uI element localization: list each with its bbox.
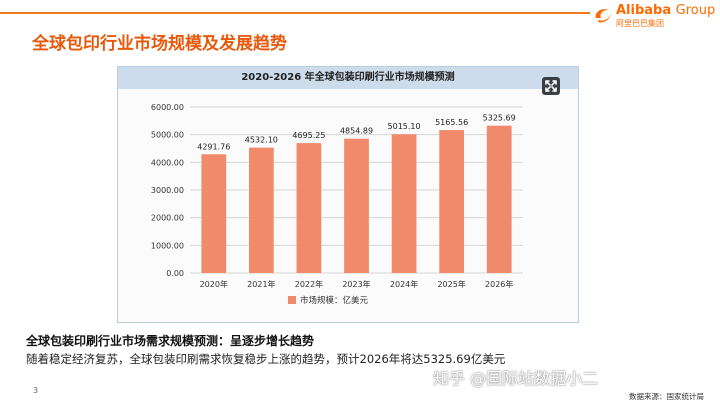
data-label: 4854.89: [340, 127, 373, 136]
y-tick-label: 2000.00: [151, 214, 184, 223]
x-tick-label: 2024年: [390, 279, 418, 289]
data-label: 4291.76: [197, 142, 230, 151]
bar: [344, 138, 369, 273]
bar: [391, 134, 417, 273]
page-title: 全球包印行业市场规模及发展趋势: [32, 34, 287, 54]
x-tick-label: 2025年: [437, 279, 465, 289]
data-label: 4532.10: [245, 136, 278, 145]
data-label: 4695.25: [292, 131, 325, 140]
x-tick-label: 2021年: [247, 279, 275, 289]
x-tick-label: 2022年: [295, 279, 323, 289]
y-tick-label: 5000.00: [151, 131, 184, 140]
page-number: 3: [33, 386, 39, 395]
y-tick-label: 1000.00: [151, 241, 184, 250]
alibaba-logo: Alibaba Group 阿里巴巴集团: [592, 2, 715, 32]
watermark: 知乎 @国际站数据小二: [433, 369, 599, 388]
legend-label: 市场规模：亿美元: [300, 295, 369, 306]
y-tick-label: 0.00: [166, 269, 184, 278]
bar: [486, 125, 512, 273]
caption-body: 随着稳定经济复苏，全球包装印刷需求恢复稳步上涨的趋势，预计2026年将达5325…: [26, 352, 506, 366]
data-label: 5325.69: [483, 114, 516, 123]
alibaba-logo-icon: [595, 9, 611, 23]
chart-title: 2020-2026 年全球包装印刷行业市场规模预测: [118, 67, 578, 89]
y-tick-label: 4000.00: [151, 158, 184, 167]
x-tick-label: 2026年: [485, 279, 513, 289]
bar: [248, 147, 274, 273]
logo-subtitle: 阿里巴巴集团: [616, 19, 664, 28]
expand-icon: [545, 80, 557, 92]
caption-title: 全球包装印刷行业市场需求规模预测：呈逐步增长趋势: [26, 334, 315, 348]
data-source: 数据来源：国家统计局: [629, 392, 704, 401]
bar: [296, 143, 322, 273]
data-label: 5015.10: [388, 122, 421, 131]
y-tick-label: 6000.00: [151, 103, 184, 112]
y-tick-label: 3000.00: [151, 186, 184, 195]
logo-text: Alibaba Group: [616, 3, 716, 18]
x-tick-label: 2020年: [200, 279, 228, 289]
bar-chart: 0.00 1000.00 2000.00 3000.00 4000.00 5000.00 6…: [151, 103, 523, 306]
x-tick-label: 2023年: [342, 279, 370, 289]
bar: [201, 154, 227, 273]
chart-frame: 2020-2026 年全球包装印刷行业市场规模预测 0.00 1000.00 200…: [117, 66, 579, 323]
bar: [439, 130, 465, 273]
data-label: 5165.56: [435, 118, 468, 127]
legend-swatch: [288, 296, 296, 304]
expand-button[interactable]: [542, 77, 560, 95]
header-accent-bar: [0, 12, 590, 14]
